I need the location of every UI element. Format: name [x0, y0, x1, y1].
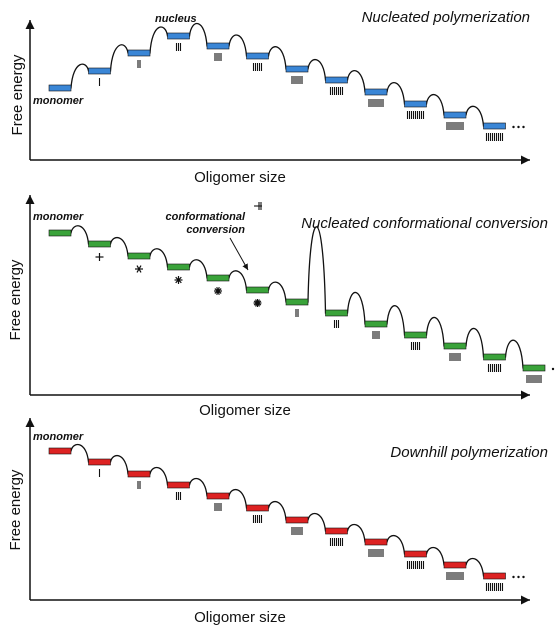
energy-state-bar	[167, 481, 190, 489]
continuation-dot	[512, 125, 515, 129]
panel-title: Nucleated polymerization	[362, 9, 530, 26]
disordered-oligomer-mark	[253, 300, 262, 306]
energy-state-bar	[404, 331, 427, 339]
energy-state-bar	[364, 538, 388, 546]
x-axis-label: Oligomer size	[199, 402, 291, 419]
continuation-dot	[522, 125, 525, 129]
energy-state-bar	[206, 274, 230, 282]
monomer-label: monomer	[33, 431, 84, 443]
energy-state-bar	[325, 309, 348, 317]
continuation-dot	[517, 575, 520, 579]
energy-state-bar	[246, 286, 269, 294]
panel-title: Downhill polymerization	[390, 444, 548, 461]
energy-state-bar	[246, 504, 269, 512]
monomer-label: monomer	[33, 211, 84, 223]
energy-state-bar	[48, 229, 72, 237]
disordered-oligomer-mark	[214, 288, 222, 294]
energy-state-bar	[404, 550, 427, 558]
continuation-dot	[517, 125, 520, 129]
conversion-label-line1: conformational	[166, 211, 246, 223]
energy-state-bar	[364, 320, 388, 328]
x-axis-label: Oligomer size	[194, 169, 286, 186]
y-axis-label: Free energy	[7, 259, 24, 340]
energy-state-bar	[246, 52, 269, 60]
x-axis-label: Oligomer size	[194, 609, 286, 626]
continuation-dot	[522, 575, 525, 579]
energy-states	[48, 202, 555, 383]
energy-state-bar	[127, 252, 151, 260]
energy-curve	[49, 225, 545, 369]
energy-state-bar	[443, 111, 467, 119]
energy-state-bar	[483, 353, 506, 361]
energy-state-bar	[88, 240, 111, 248]
energy-state-bar	[88, 458, 111, 466]
energy-state-bar	[483, 122, 506, 130]
conversion-arrow	[229, 237, 249, 271]
y-axis-label: Free energy	[9, 54, 26, 135]
continuation-dot	[512, 575, 515, 579]
energy-state-bar	[206, 492, 230, 500]
energy-state-bar	[325, 76, 348, 84]
monomer-label: monomer	[33, 95, 84, 107]
energy-state-bar	[167, 263, 190, 271]
energy-state-bar	[443, 342, 467, 350]
panel-title: Nucleated conformational conversion	[301, 215, 548, 232]
energy-state-bar	[127, 49, 151, 57]
energy-state-bar	[285, 516, 309, 524]
energy-curve	[49, 443, 506, 577]
energy-state-bar	[127, 470, 151, 478]
disordered-oligomer-mark	[136, 265, 142, 273]
continuation-dot	[551, 367, 555, 371]
conversion-label-line2: conversion	[186, 224, 245, 236]
energy-curve	[49, 23, 506, 127]
panel-nucleated-conformational-conversion: Nucleated conformational conversion Olig…	[7, 195, 555, 419]
y-axis-label: Free energy	[7, 469, 24, 550]
energy-state-bar	[364, 88, 388, 96]
energy-state-bar	[522, 364, 546, 372]
energy-states	[48, 443, 525, 591]
energy-state-bar	[48, 447, 72, 455]
energy-state-bar	[285, 298, 309, 306]
nucleus-label: nucleus	[155, 13, 197, 25]
disordered-oligomer-mark	[175, 276, 182, 284]
energy-state-bar	[48, 84, 72, 92]
energy-state-bar	[325, 527, 348, 535]
panel-nucleated-polymerization: Nucleated polymerization Oligomer size F…	[9, 9, 530, 186]
energy-state-bar	[443, 561, 467, 569]
energy-state-bar	[88, 67, 111, 75]
energy-states	[48, 23, 525, 141]
energy-state-bar	[404, 100, 427, 108]
energy-state-bar	[206, 42, 230, 50]
energy-state-bar	[167, 32, 190, 40]
panel-downhill-polymerization: Downhill polymerization Oligomer size Fr…	[7, 418, 548, 626]
energy-state-bar	[483, 572, 506, 580]
energy-state-bar	[285, 65, 309, 73]
